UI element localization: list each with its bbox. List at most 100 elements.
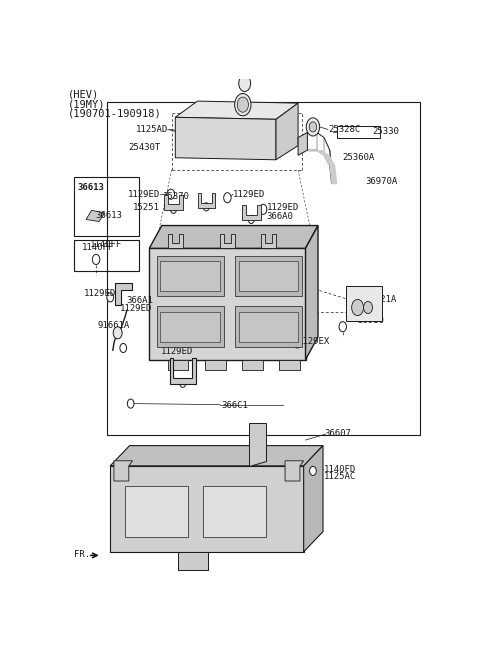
Polygon shape	[198, 193, 216, 208]
Text: HMC: HMC	[186, 133, 199, 137]
Circle shape	[309, 122, 317, 132]
Circle shape	[176, 126, 183, 137]
Bar	[239, 311, 298, 342]
Text: 13621A: 13621A	[365, 296, 397, 304]
Text: 25328C: 25328C	[328, 125, 360, 134]
Polygon shape	[279, 359, 300, 370]
Text: (190701-190918): (190701-190918)	[68, 108, 162, 118]
Circle shape	[310, 466, 316, 476]
Bar	[156, 306, 224, 347]
Polygon shape	[242, 205, 261, 221]
Bar	[125, 486, 188, 537]
Bar	[160, 261, 220, 291]
Bar	[107, 102, 420, 436]
Circle shape	[180, 379, 186, 388]
Text: 366C1: 366C1	[222, 401, 249, 409]
Polygon shape	[164, 195, 183, 210]
Polygon shape	[175, 118, 276, 160]
Text: (HEV): (HEV)	[68, 90, 99, 100]
Text: 15370: 15370	[163, 192, 190, 200]
Text: 366A2: 366A2	[186, 340, 213, 348]
Circle shape	[239, 76, 251, 91]
Polygon shape	[250, 423, 266, 466]
Text: 25360A: 25360A	[343, 153, 375, 162]
Polygon shape	[304, 445, 323, 552]
Polygon shape	[149, 225, 318, 248]
Text: 36613: 36613	[78, 183, 105, 192]
Bar	[156, 256, 224, 296]
Text: 36980: 36980	[358, 316, 384, 325]
Polygon shape	[168, 359, 188, 370]
Polygon shape	[205, 359, 226, 370]
Polygon shape	[110, 445, 323, 466]
Text: 36613: 36613	[96, 211, 122, 220]
Circle shape	[339, 322, 347, 332]
Polygon shape	[276, 103, 298, 160]
Text: 36970A: 36970A	[365, 177, 397, 185]
Circle shape	[113, 327, 122, 339]
Bar	[239, 261, 298, 291]
Polygon shape	[220, 234, 235, 248]
Text: 25430T: 25430T	[128, 143, 160, 152]
Circle shape	[181, 126, 188, 136]
Text: 1129ED: 1129ED	[266, 204, 299, 212]
Circle shape	[294, 338, 301, 348]
Bar	[74, 177, 139, 236]
Text: 36607: 36607	[324, 430, 351, 438]
Text: 36600B: 36600B	[217, 104, 249, 113]
Circle shape	[235, 93, 251, 116]
Text: 1129ED: 1129ED	[84, 289, 117, 298]
Polygon shape	[170, 358, 196, 384]
Circle shape	[224, 193, 231, 203]
Polygon shape	[168, 234, 183, 248]
Polygon shape	[114, 461, 132, 481]
Text: 1129ED: 1129ED	[128, 190, 160, 198]
Circle shape	[259, 204, 267, 214]
Circle shape	[92, 254, 100, 265]
Text: 366A0: 366A0	[266, 212, 293, 221]
Bar	[337, 126, 380, 138]
Text: 1129ED: 1129ED	[233, 190, 265, 198]
Circle shape	[237, 97, 249, 112]
Polygon shape	[298, 133, 307, 155]
Polygon shape	[305, 225, 318, 359]
Bar	[160, 311, 220, 342]
Text: 1129ED: 1129ED	[160, 347, 192, 356]
Circle shape	[167, 189, 175, 199]
Polygon shape	[115, 283, 132, 306]
Circle shape	[363, 302, 372, 313]
Text: 366A1: 366A1	[126, 296, 153, 305]
Text: 15251: 15251	[133, 204, 160, 212]
Text: 1129ED: 1129ED	[120, 304, 153, 313]
Polygon shape	[175, 101, 298, 120]
Text: 1140FF: 1140FF	[90, 240, 122, 249]
Polygon shape	[178, 552, 208, 570]
Circle shape	[120, 344, 127, 353]
Polygon shape	[149, 248, 305, 359]
Circle shape	[352, 300, 363, 315]
Circle shape	[306, 118, 320, 136]
Bar	[235, 256, 302, 296]
Polygon shape	[242, 359, 263, 370]
Circle shape	[107, 293, 114, 302]
Polygon shape	[285, 461, 304, 481]
Text: FR.: FR.	[74, 550, 90, 559]
Circle shape	[203, 203, 209, 211]
Text: 1140FD: 1140FD	[324, 465, 356, 474]
Bar	[347, 286, 382, 321]
Bar	[235, 306, 302, 347]
Text: 1125AD: 1125AD	[136, 125, 168, 134]
Circle shape	[248, 215, 254, 223]
Polygon shape	[110, 466, 304, 552]
Polygon shape	[86, 210, 105, 221]
Text: 1129EX: 1129EX	[298, 338, 330, 346]
Text: 1140FF: 1140FF	[83, 243, 115, 252]
Bar	[203, 486, 266, 537]
Bar	[74, 240, 139, 271]
Text: 1125AC: 1125AC	[324, 472, 356, 481]
Polygon shape	[261, 234, 276, 248]
Text: 25330: 25330	[372, 127, 399, 137]
Circle shape	[127, 399, 134, 408]
Text: 91661A: 91661A	[97, 321, 130, 330]
Circle shape	[170, 205, 177, 214]
